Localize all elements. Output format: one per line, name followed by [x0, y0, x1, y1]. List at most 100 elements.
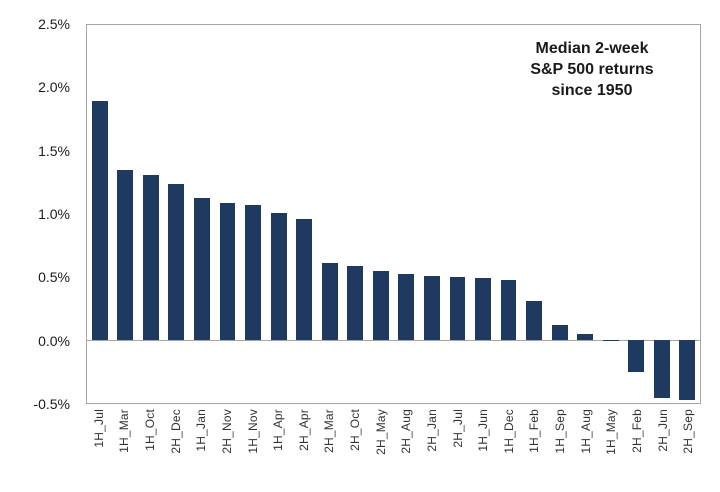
bar-2H_Aug: [398, 274, 415, 340]
x-tick-label: 2H_Nov: [219, 409, 234, 454]
bar-slot: [291, 25, 317, 403]
bar-slot: [138, 25, 164, 403]
bar-1H_Jun: [475, 278, 491, 340]
bar-1H_May: [602, 340, 619, 342]
x-tick-slot: 1H_Nov: [240, 409, 266, 489]
bar-1H_Jan: [194, 197, 210, 340]
x-tick-slot: 2H_Aug: [394, 409, 420, 489]
y-tick-label: 1.0%: [38, 206, 70, 222]
x-tick-slot: 1H_Sep: [547, 409, 573, 489]
x-tick-slot: 2H_Jan: [419, 409, 445, 489]
bar-2H_May: [372, 270, 389, 340]
x-tick-slot: 1H_Jul: [86, 409, 112, 489]
bar-slot: [394, 25, 420, 403]
x-tick-label: 2H_Sep: [681, 409, 696, 454]
bar-2H_Apr: [296, 219, 313, 340]
bar-1H_Mar: [117, 169, 134, 340]
zero-axis-line: [87, 339, 700, 341]
x-tick-slot: 2H_May: [368, 409, 394, 489]
x-tick-slot: 2H_Oct: [342, 409, 368, 489]
bar-1H_Jul: [91, 100, 108, 340]
x-tick-label: 1H_Dec: [501, 409, 516, 454]
x-tick-slot: 2H_Nov: [214, 409, 240, 489]
x-tick-slot: 1H_Jan: [189, 409, 215, 489]
x-tick-label: 2H_Mar: [322, 409, 337, 453]
bar-slot: [113, 25, 139, 403]
bar-2H_Feb: [628, 340, 645, 372]
bar-slot: [368, 25, 394, 403]
bar-1H_Oct: [142, 174, 159, 340]
x-tick-label: 2H_Oct: [348, 409, 363, 451]
x-tick-label: 1H_Jan: [194, 409, 209, 452]
x-tick-label: 2H_Jul: [450, 409, 465, 448]
bar-slot: [445, 25, 471, 403]
x-tick-label: 1H_Aug: [578, 409, 593, 454]
bar-slot: [598, 25, 624, 403]
y-tick-label: 0.5%: [38, 269, 70, 286]
x-tick-slot: 2H_Apr: [291, 409, 317, 489]
x-tick-label: 2H_Jan: [424, 409, 439, 452]
x-axis: 1H_Jul 1H_Mar 1H_Oct 2H_Dec 1H_Jan 2H_Nov 1H_N…: [86, 409, 701, 489]
x-tick-label: 1H_Feb: [527, 409, 542, 453]
x-tick-slot: 1H_Apr: [265, 409, 291, 489]
bar-slot: [240, 25, 266, 403]
bar-slot: [547, 25, 573, 403]
x-tick-slot: 2H_Jul: [445, 409, 471, 489]
bar-slot: [623, 25, 649, 403]
x-tick-slot: 2H_Jun: [650, 409, 676, 489]
bar-slot: [572, 25, 598, 403]
x-tick-label: 1H_Oct: [143, 409, 158, 451]
y-tick-label: 1.5%: [38, 142, 70, 159]
x-tick-slot: 1H_Dec: [496, 409, 522, 489]
bar-2H_Jul: [449, 277, 466, 340]
bar-slot: [189, 25, 215, 403]
x-tick-label: 2H_May: [373, 409, 388, 455]
x-tick-label: 1H_Apr: [271, 409, 286, 451]
chart-title: Median 2-week S&P 500 returns since 1950: [502, 38, 682, 101]
y-axis: 2.5% 2.0% 1.5% 1.0% 0.5% 0.0% -0.5%: [0, 16, 78, 412]
y-tick-label: -0.5%: [33, 396, 70, 412]
x-tick-slot: 1H_Oct: [137, 409, 163, 489]
x-tick-label: 2H_Jun: [655, 409, 670, 452]
x-tick-label: 2H_Dec: [168, 409, 183, 454]
x-tick-slot: 1H_Jun: [470, 409, 496, 489]
bar-slot: [317, 25, 343, 403]
y-tick-label: 2.5%: [38, 16, 70, 32]
bar-slot: [342, 25, 368, 403]
bar-slot: [266, 25, 292, 403]
x-tick-label: 1H_Jun: [476, 409, 491, 452]
bar-2H_Oct: [347, 265, 364, 340]
x-tick-slot: 1H_Feb: [522, 409, 548, 489]
x-tick-slot: 2H_Mar: [317, 409, 343, 489]
chart-title-line-2: S&P 500 returns: [530, 61, 654, 78]
bar-1H_Aug: [577, 333, 594, 340]
x-tick-slot: 1H_Aug: [573, 409, 599, 489]
bar-2H_Nov: [219, 202, 236, 340]
x-tick-slot: 1H_Mar: [112, 409, 138, 489]
chart-title-line-3: since 1950: [551, 82, 633, 99]
plot-area: Median 2-week S&P 500 returns since 1950: [86, 24, 701, 404]
bar-slot: [470, 25, 496, 403]
x-tick-label: 1H_Nov: [245, 409, 260, 454]
x-tick-label: 1H_May: [604, 409, 619, 455]
y-tick-label: 0.0%: [38, 332, 70, 349]
x-tick-slot: 1H_May: [599, 409, 625, 489]
bar-2H_Jan: [423, 275, 440, 340]
x-tick-label: 1H_Jul: [91, 409, 106, 448]
bar-2H_Dec: [168, 183, 185, 340]
bar-2H_Mar: [321, 263, 338, 340]
bar-2H_Jun: [653, 340, 670, 398]
bar-slot: [164, 25, 190, 403]
x-tick-label: 2H_Apr: [296, 409, 311, 451]
bar-1H_Sep: [551, 324, 568, 340]
x-tick-slot: 2H_Feb: [624, 409, 650, 489]
bar-1H_Apr: [270, 212, 287, 340]
x-tick-label: 2H_Aug: [399, 409, 414, 454]
x-tick-slot: 2H_Sep: [675, 409, 701, 489]
x-tick-slot: 2H_Dec: [163, 409, 189, 489]
bars-container: [87, 25, 700, 403]
bar-1H_Feb: [526, 300, 542, 340]
x-tick-label: 1H_Mar: [117, 409, 132, 453]
bar-1H_Dec: [500, 279, 517, 340]
